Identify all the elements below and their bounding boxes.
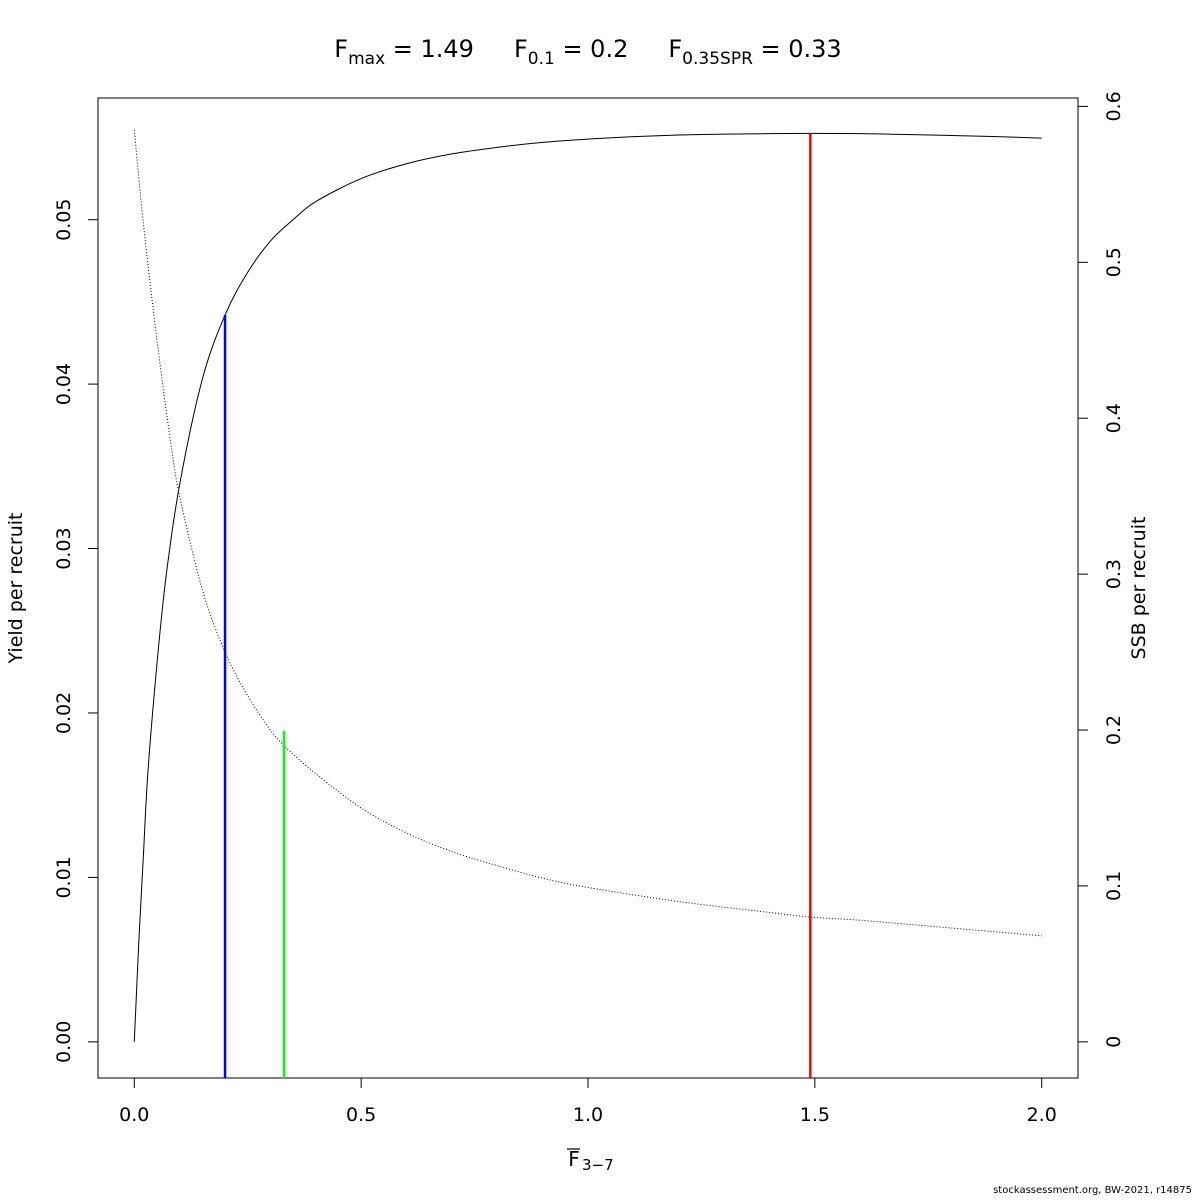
reference-lines — [223, 133, 812, 1078]
y-right-tick-label: 0.4 — [1103, 403, 1125, 433]
chart-title-text: Fmax = 1.49 F0.1 = 0.2 F0.35SPR = 0.33 — [334, 35, 841, 69]
ssb-per-recruit-line — [133, 129, 1042, 937]
title-subscript: 0.35SPR — [682, 49, 753, 69]
chart-title: Fmax = 1.49 F0.1 = 0.2 F0.35SPR = 0.33 — [334, 35, 841, 69]
x-tick-label: 2.0 — [1027, 1104, 1057, 1126]
x-axis-label: F 3−7 — [567, 1147, 614, 1174]
x-tick-label: 0.5 — [346, 1104, 376, 1126]
x-label-symbol: F — [568, 1147, 580, 1171]
title-symbol: F — [668, 35, 682, 63]
plot-frame — [97, 97, 1079, 1079]
y-right-tick-label: 0.5 — [1103, 247, 1125, 277]
y-left-tick-label: 0.03 — [53, 527, 75, 569]
title-symbol: F — [514, 35, 528, 63]
y-right-tick-label: 0.1 — [1103, 871, 1125, 901]
x-tick-label: 1.0 — [573, 1104, 603, 1126]
title-value: = 0.33 — [753, 35, 842, 63]
series-group — [133, 129, 1042, 1042]
y-axis-left: 0.00 0.01 0.02 0.03 0.04 0.05 — [53, 199, 99, 1063]
y-left-tick-label: 0.05 — [53, 199, 75, 241]
y-left-tick-label: 0.01 — [53, 856, 75, 898]
title-subscript: max — [348, 49, 385, 69]
title-subscript: 0.1 — [528, 49, 555, 69]
title-symbol: F — [334, 35, 348, 63]
y-axis-right: 0 0.1 0.2 0.3 0.4 0.5 0.6 — [1077, 91, 1125, 1048]
y-right-tick-label: 0 — [1103, 1036, 1125, 1048]
y-right-tick-label: 0.6 — [1103, 91, 1125, 121]
x-axis: 0.0 0.5 1.0 1.5 2.0 — [119, 1077, 1057, 1126]
y-right-tick-label: 0.3 — [1103, 559, 1125, 589]
y-axis-left-label: Yield per recruit — [5, 513, 27, 665]
x-tick-label: 0.0 — [119, 1104, 149, 1126]
footer-credit: stockassessment.org, BW-2021, r14875 — [993, 1185, 1192, 1196]
y-axis-right-label: SSB per recruit — [1128, 517, 1150, 660]
title-value: = 1.49 — [385, 35, 474, 63]
title-value: = 0.2 — [555, 35, 629, 63]
y-left-tick-label: 0.02 — [53, 692, 75, 734]
y-right-tick-label: 0.2 — [1103, 715, 1125, 745]
x-tick-label: 1.5 — [800, 1104, 830, 1126]
x-label-subscript: 3−7 — [582, 1156, 614, 1174]
y-left-tick-label: 0.04 — [53, 363, 75, 405]
yield-per-recruit-line — [133, 132, 1042, 1042]
y-left-tick-label: 0.00 — [53, 1021, 75, 1063]
